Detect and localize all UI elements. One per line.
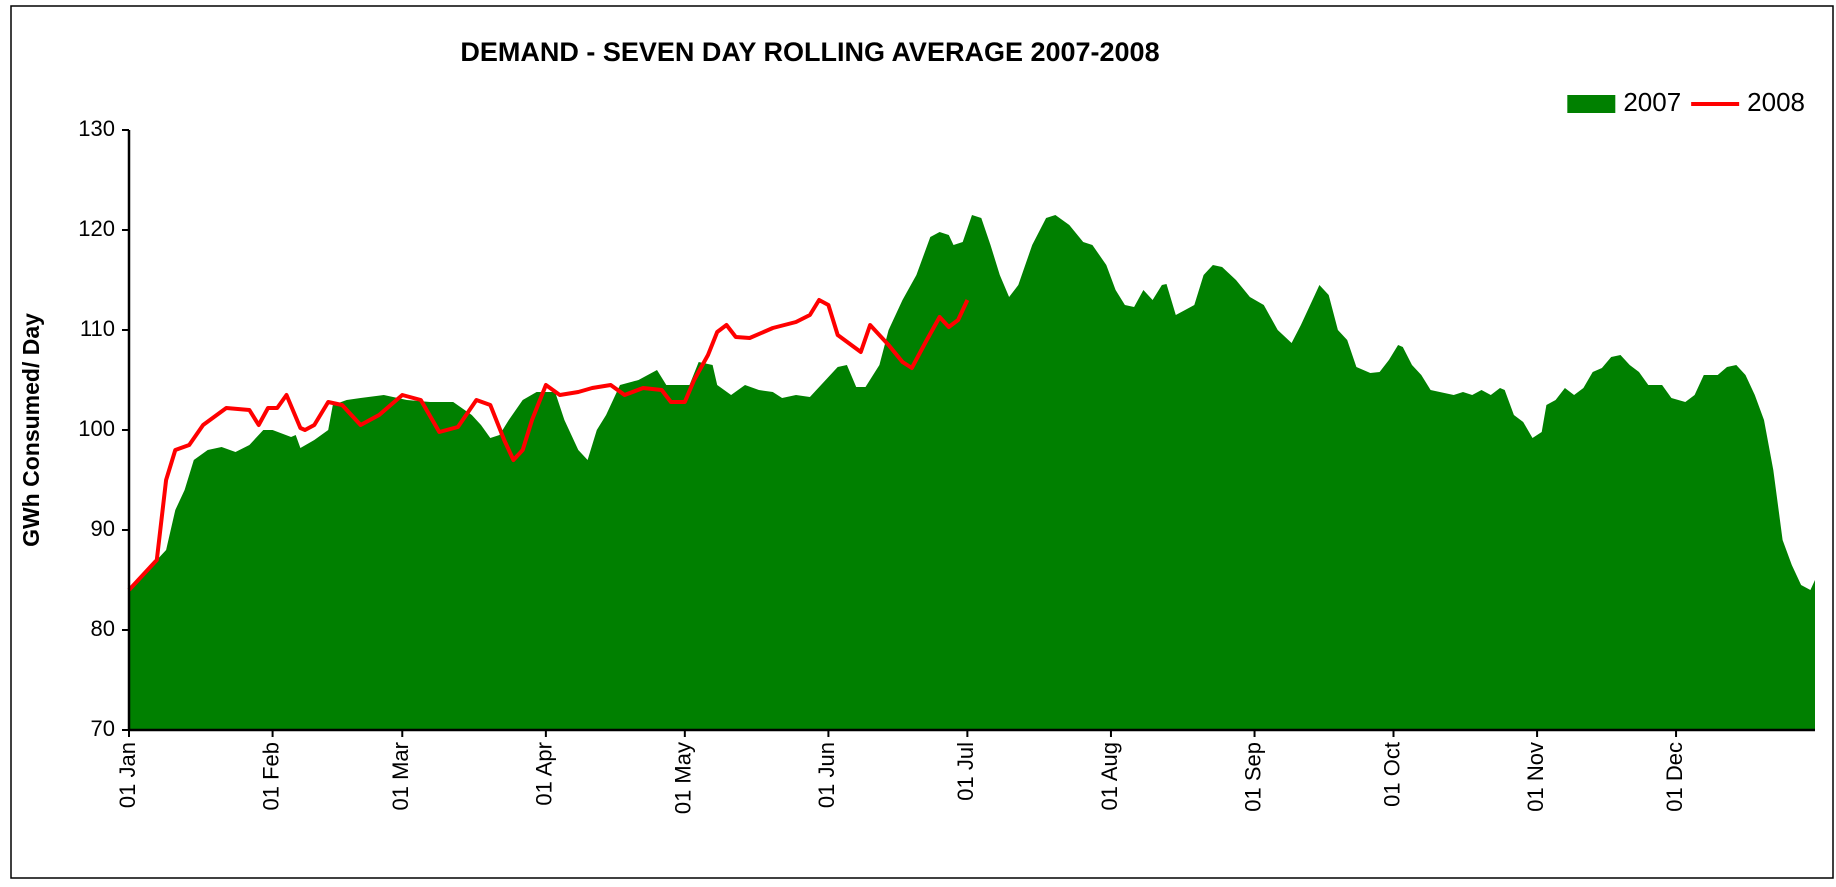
y-tick-label: 120 [78, 216, 115, 241]
y-tick-label: 130 [78, 116, 115, 141]
x-tick-label: 01 Jun [814, 742, 839, 808]
x-tick-label: 01 Dec [1662, 742, 1687, 812]
x-tick-label: 01 Aug [1097, 742, 1122, 811]
y-tick-label: 80 [91, 616, 115, 641]
x-tick-label: 01 Apr [532, 742, 557, 806]
x-tick-label: 01 May [671, 742, 696, 814]
chart-frame [10, 5, 1834, 879]
legend-label: 2007 [1623, 87, 1681, 117]
y-tick-label: 100 [78, 416, 115, 441]
x-tick-label: 01 Feb [258, 742, 283, 811]
x-tick-label: 01 Oct [1379, 742, 1404, 807]
x-tick-label: 01 Jan [115, 742, 140, 808]
area-2007 [129, 215, 1815, 730]
x-tick-label: 01 Mar [388, 742, 413, 810]
y-tick-label: 110 [80, 316, 115, 341]
y-axis-label: GWh Consumed/ Day [18, 313, 44, 547]
x-tick-label: 01 Sep [1240, 742, 1265, 812]
chart-title: DEMAND - SEVEN DAY ROLLING AVERAGE 2007-… [460, 37, 1159, 67]
y-tick-label: 90 [91, 516, 115, 541]
x-tick-label: 01 Nov [1523, 742, 1548, 812]
x-tick-label: 01 Jul [953, 742, 978, 801]
legend-label: 2008 [1747, 87, 1805, 117]
y-tick-label: 70 [91, 716, 115, 741]
line-2008 [127, 298, 970, 592]
legend-swatch [1567, 95, 1616, 113]
